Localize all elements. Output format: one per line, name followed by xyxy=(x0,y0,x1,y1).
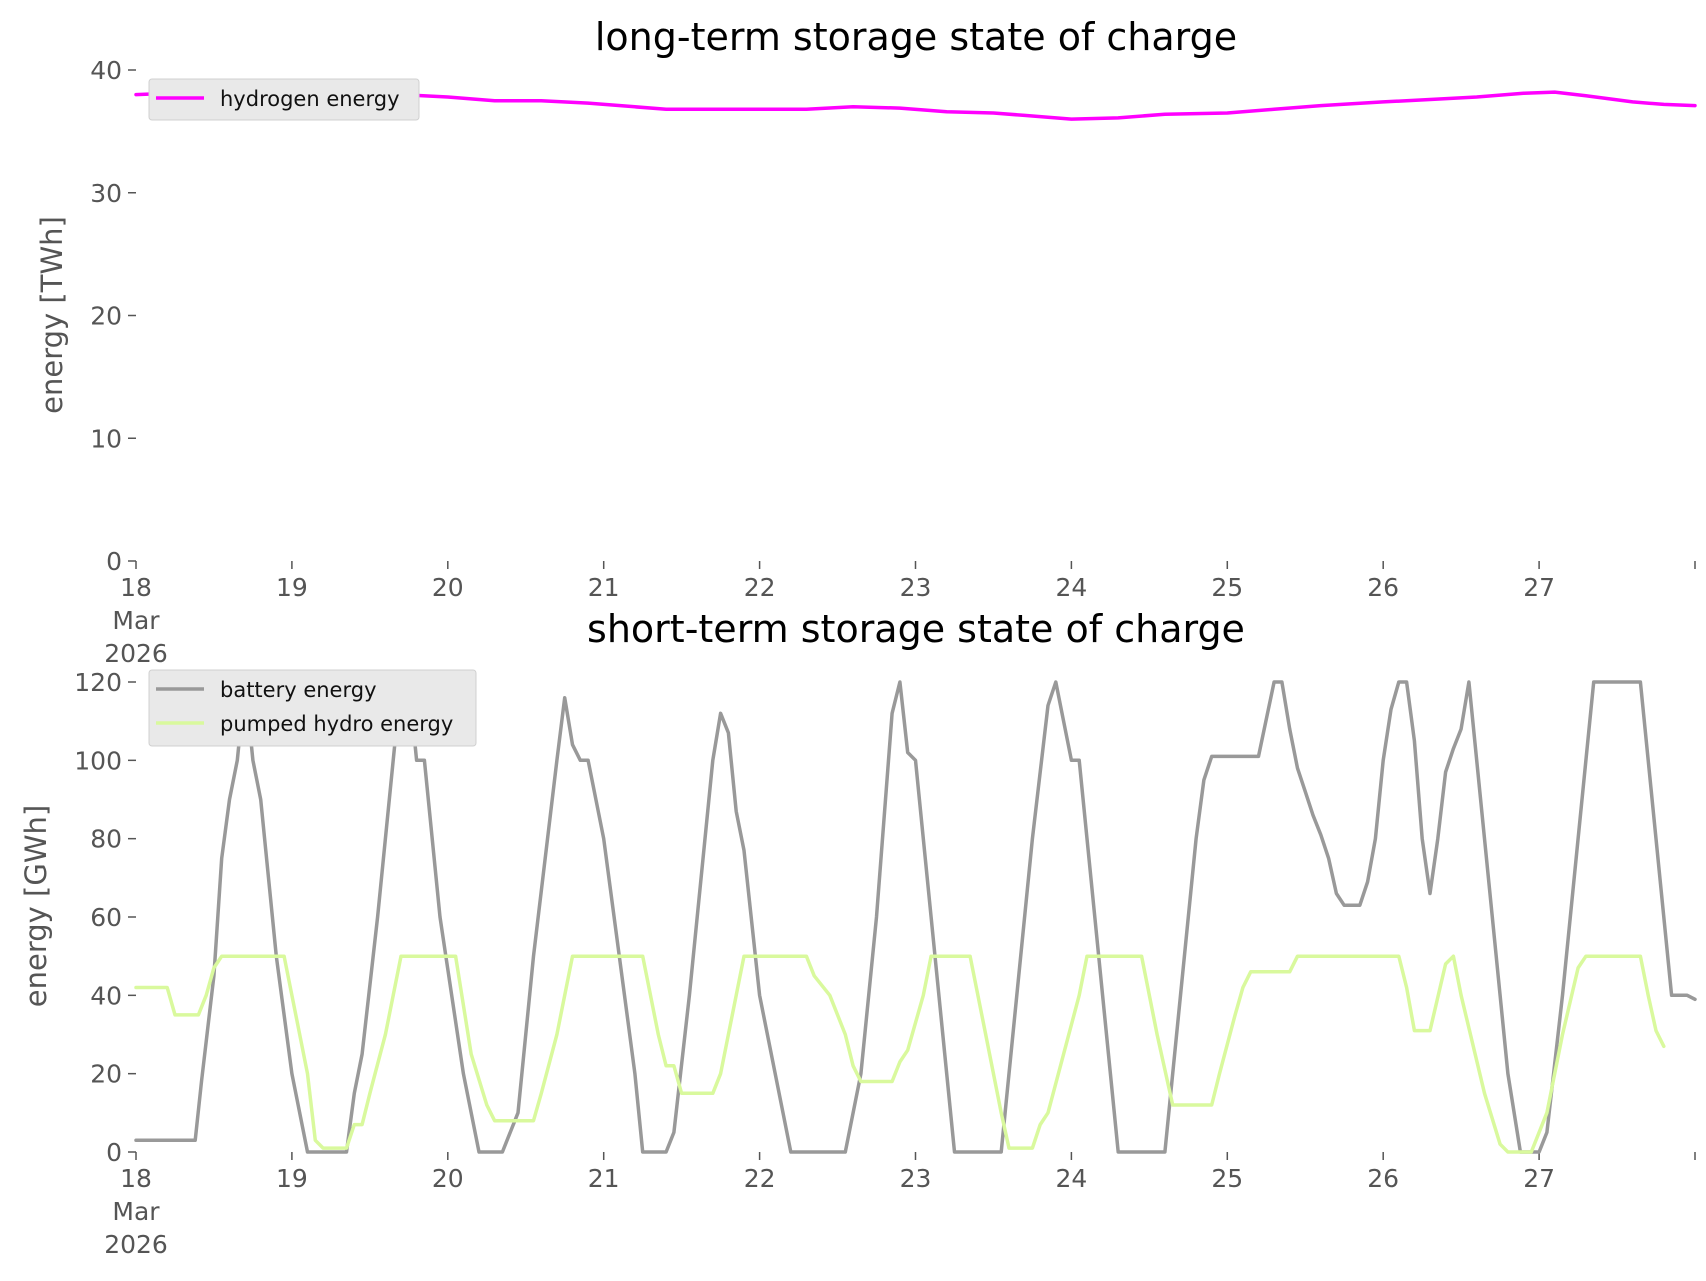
short-term-x-tick-label: 23 xyxy=(900,1164,932,1193)
short-term-storage-panel: short-term storage state of charge energ… xyxy=(19,607,1697,1259)
long-term-y-tick-label: 20 xyxy=(90,302,122,331)
long-term-x-tick-label: 23 xyxy=(900,573,932,602)
long-term-x-tick-label: 27 xyxy=(1523,573,1555,602)
short-term-y-tick-label: 60 xyxy=(90,903,122,932)
long-term-y-tick-label: 30 xyxy=(90,179,122,208)
short-term-chart-title: short-term storage state of charge xyxy=(587,607,1245,651)
long-term-x-tick-label: 26 xyxy=(1367,573,1399,602)
long-term-y-tick-label: 10 xyxy=(90,424,122,453)
short-term-series-line-pumped-hydro-energy xyxy=(134,954,1666,1154)
short-term-y-tick-label: 80 xyxy=(90,825,122,854)
short-term-y-tick-label: 0 xyxy=(106,1138,122,1167)
battery-legend-label: battery energy xyxy=(220,678,377,702)
long-term-x-tick-label: 19 xyxy=(276,573,308,602)
short-term-legend-box xyxy=(148,669,477,747)
long-term-legend: hydrogen energy xyxy=(148,78,420,121)
long-term-x-tick-label: 21 xyxy=(588,573,620,602)
short-term-y-axis-label: energy [GWh] xyxy=(19,805,53,1007)
hydrogen-legend-label: hydrogen energy xyxy=(220,87,400,111)
short-term-x-tick-label: 18 Mar 2026 xyxy=(104,1164,168,1259)
long-term-series-lines xyxy=(134,87,1697,121)
short-term-y-tick-label: 40 xyxy=(90,981,122,1010)
pumped-hydro-legend-label: pumped hydro energy xyxy=(220,712,453,736)
short-term-y-tick-label: 20 xyxy=(90,1060,122,1089)
long-term-axis-ticks: 0 10 20 30 40 18 Mar 2026 19 20 21 22 23 24 25 26 27 xyxy=(90,56,1696,668)
short-term-x-tick-label: 22 xyxy=(744,1164,776,1193)
long-term-x-tick-label: 20 xyxy=(432,573,464,602)
long-term-x-tick-label: 24 xyxy=(1055,573,1087,602)
short-term-x-tick-label: 24 xyxy=(1055,1164,1087,1193)
long-term-y-axis-label: energy [TWh] xyxy=(35,216,69,414)
short-term-x-tick-label: 20 xyxy=(432,1164,464,1193)
short-term-x-tick-label: 25 xyxy=(1211,1164,1243,1193)
long-term-chart-title: long-term storage state of charge xyxy=(595,15,1237,59)
long-term-x-tick-label: 25 xyxy=(1211,573,1243,602)
long-term-y-tick-label: 0 xyxy=(106,547,122,576)
short-term-x-tick-label: 27 xyxy=(1523,1164,1555,1193)
long-term-x-tick-label: 22 xyxy=(744,573,776,602)
long-term-series-line-hydrogen-energy xyxy=(134,87,1697,121)
short-term-series-line-battery-energy xyxy=(134,680,1697,1154)
short-term-legend: battery energy pumped hydro energy xyxy=(148,669,477,747)
long-term-storage-panel: long-term storage state of charge energy… xyxy=(35,15,1697,668)
short-term-x-tick-label: 21 xyxy=(588,1164,620,1193)
short-term-x-tick-label: 26 xyxy=(1367,1164,1399,1193)
long-term-y-tick-label: 40 xyxy=(90,56,122,85)
long-term-legend-box xyxy=(148,78,420,121)
short-term-axis-ticks: 0 20 40 60 80 100 120 18 Mar 2026 19 20 21 22 23 24 25 26… xyxy=(74,668,1696,1259)
short-term-y-tick-label: 120 xyxy=(74,668,122,697)
short-term-y-tick-label: 100 xyxy=(74,746,122,775)
short-term-x-tick-label: 19 xyxy=(276,1164,308,1193)
short-term-series-lines xyxy=(134,680,1697,1154)
long-term-x-tick-label: 18 Mar 2026 xyxy=(104,573,168,668)
